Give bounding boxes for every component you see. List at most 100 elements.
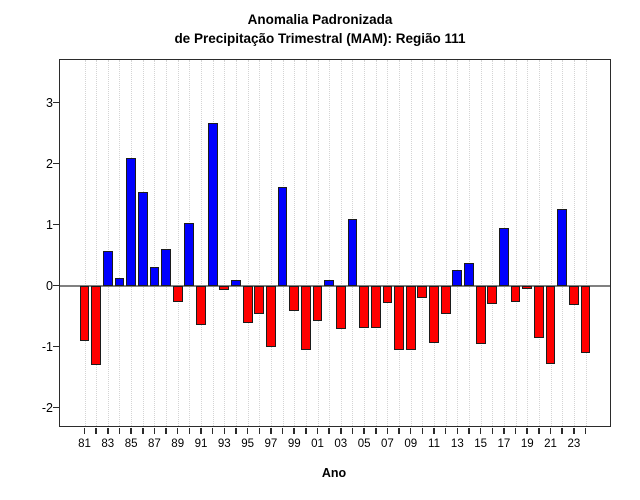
bar: [266, 285, 276, 347]
x-axis-tick: [316, 428, 319, 434]
y-tick-label: -1: [41, 339, 53, 354]
x-tick-label: 07: [381, 438, 394, 450]
bar: [475, 285, 486, 344]
x-tick-label: 85: [124, 438, 138, 450]
x-axis-tick: [293, 428, 295, 434]
x-tick-label: 19: [520, 438, 534, 450]
gridline-vertical: [468, 60, 470, 426]
gridline-vertical: [317, 60, 319, 426]
y-axis-tick: [53, 223, 59, 226]
gridline-vertical: [457, 60, 459, 426]
bar: [289, 285, 300, 312]
gridline-vertical: [96, 60, 98, 426]
gridline-vertical: [259, 60, 261, 426]
x-tick-label: 13: [450, 438, 464, 450]
x-axis-tick: [456, 428, 459, 434]
bar: [161, 249, 171, 286]
bar: [370, 285, 381, 329]
x-axis-tick: [281, 428, 284, 434]
gridline-vertical: [445, 60, 447, 426]
bar: [347, 219, 358, 286]
bar: [440, 285, 451, 314]
x-tick-label: 81: [78, 438, 91, 450]
y-axis-tick: [53, 101, 59, 104]
bar: [207, 122, 218, 286]
bar: [79, 285, 90, 341]
bar: [126, 157, 136, 286]
x-axis-tick: [549, 428, 552, 434]
x-axis-tick: [386, 428, 389, 434]
bar: [417, 285, 428, 298]
gridline-vertical: [387, 60, 389, 426]
x-axis-tick: [398, 428, 400, 434]
chart-title-line1: Anomalia Padronizada: [247, 12, 393, 27]
gridline-vertical: [515, 60, 517, 426]
x-axis-tick: [107, 428, 109, 434]
x-tick-label: 83: [101, 438, 115, 450]
y-axis-tick: [53, 162, 59, 165]
x-tick-label: 97: [264, 438, 278, 450]
chart-title: Anomalia Padronizada de Precipitação Tri…: [0, 10, 640, 48]
bar: [91, 285, 102, 365]
bar: [335, 285, 346, 329]
gridline-vertical: [364, 60, 366, 426]
bar: [452, 270, 463, 286]
bar: [499, 228, 509, 286]
x-axis-tick: [433, 428, 435, 434]
plot-area: -2 -1 0 1 2 3 81 83 85 87 89 91 93 95 97 99 01 03 05 07 09 11…: [42, 59, 611, 450]
bar: [464, 263, 474, 286]
x-tick-label: 91: [194, 438, 208, 450]
x-axis-tick: [375, 428, 377, 434]
x-tick-label: 95: [241, 438, 254, 450]
gridline-vertical: [422, 60, 424, 426]
x-axis-tick: [188, 428, 191, 434]
x-axis-tick: [491, 428, 494, 434]
gridline-vertical: [399, 60, 401, 426]
bar: [487, 285, 498, 304]
bar: [242, 285, 253, 323]
bar: [522, 285, 533, 289]
x-tick-label: 15: [474, 438, 488, 450]
bar: [382, 285, 393, 304]
bar: [114, 277, 125, 286]
y-tick-label: -2: [41, 400, 53, 415]
y-axis-tick: [53, 345, 59, 348]
gridline-vertical: [201, 60, 202, 426]
x-tick-label: 03: [334, 438, 348, 450]
x-axis-tick: [270, 428, 272, 434]
x-tick-label: 05: [357, 438, 371, 450]
chart-title-line2: de Precipitação Trimestral (MAM): Região…: [174, 31, 466, 46]
gridline-vertical: [434, 60, 436, 426]
x-axis-tick: [503, 428, 505, 434]
bar: [557, 208, 568, 286]
x-axis-tick: [223, 428, 226, 434]
x-axis-tick: [305, 428, 307, 434]
x-axis-tick: [118, 428, 121, 434]
x-axis-tick: [153, 428, 156, 434]
x-tick-label: 23: [567, 438, 581, 450]
x-tick-label: 93: [217, 438, 231, 450]
x-axis-tick: [479, 428, 482, 434]
x-axis-tick: [421, 428, 424, 434]
bar: [545, 285, 556, 364]
y-tick-label: 2: [46, 156, 53, 171]
x-axis-tick: [526, 428, 528, 434]
bar: [324, 280, 335, 286]
gridline-vertical: [154, 60, 156, 426]
x-axis-tick: [211, 428, 214, 434]
y-axis-tick: [53, 406, 59, 409]
y-tick-label: 3: [46, 95, 53, 110]
x-axis-tick: [351, 428, 354, 434]
bar: [137, 192, 148, 286]
gridline-vertical: [527, 60, 529, 426]
gridline-vertical: [538, 60, 540, 426]
y-tick-label: 1: [46, 217, 53, 232]
bar: [510, 285, 521, 303]
bar: [359, 285, 370, 328]
x-axis-tick: [258, 428, 261, 434]
gridline-vertical: [329, 60, 331, 426]
gridline-vertical: [119, 60, 121, 426]
gridline-vertical: [224, 60, 226, 426]
bar: [277, 186, 288, 286]
